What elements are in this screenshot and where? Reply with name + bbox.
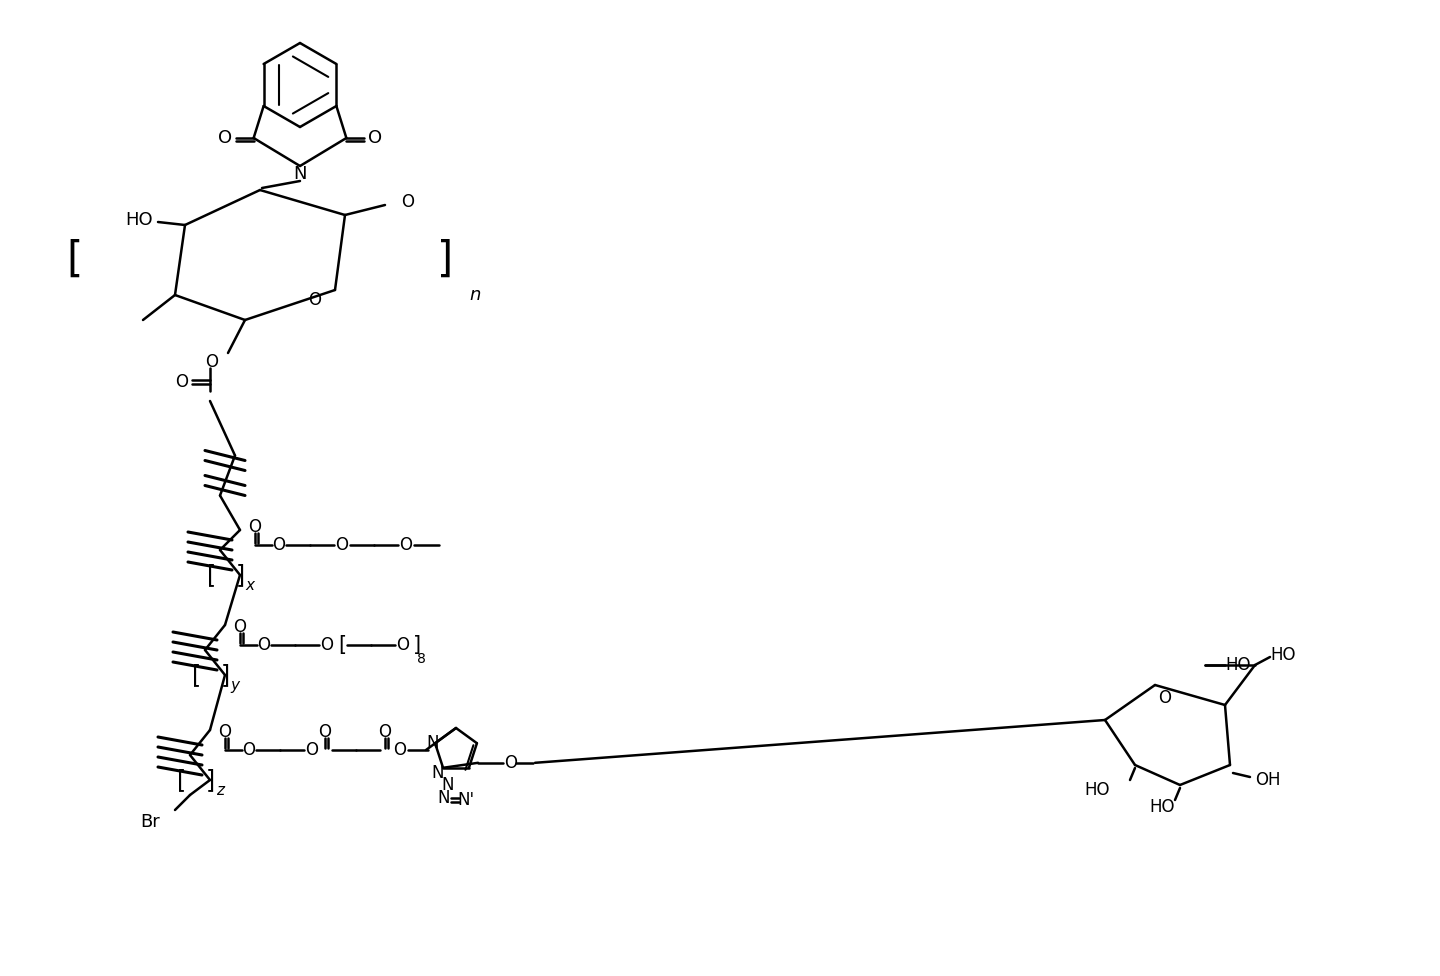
Text: N: N: [438, 789, 451, 807]
Text: 8: 8: [416, 652, 425, 666]
Text: O: O: [219, 723, 232, 741]
Text: [: [: [177, 768, 187, 792]
Text: [: [: [338, 635, 346, 655]
Text: ]: ]: [436, 239, 454, 281]
Text: ]: ]: [413, 635, 420, 655]
Text: O: O: [272, 536, 285, 554]
Text: HO: HO: [125, 211, 153, 229]
Text: N: N: [294, 165, 307, 183]
Text: y: y: [230, 677, 239, 693]
Text: O: O: [402, 193, 415, 211]
Text: HO: HO: [1084, 781, 1110, 799]
Text: O: O: [242, 741, 255, 759]
Text: ]: ]: [220, 663, 229, 687]
Text: [: [: [66, 239, 84, 281]
Text: O: O: [1159, 689, 1172, 707]
Text: O: O: [369, 129, 383, 147]
Text: HO: HO: [1270, 646, 1296, 664]
Text: O: O: [308, 291, 321, 309]
Text: O: O: [504, 753, 517, 772]
Text: N: N: [426, 734, 439, 752]
Text: O: O: [321, 636, 334, 654]
Text: O: O: [206, 353, 219, 371]
Text: ]: ]: [206, 768, 215, 792]
Text: O: O: [217, 129, 232, 147]
Text: x: x: [245, 578, 255, 592]
Text: O: O: [318, 723, 331, 741]
Text: O: O: [379, 723, 392, 741]
Text: O: O: [258, 636, 271, 654]
Text: ]: ]: [235, 563, 245, 587]
Text: HO: HO: [1225, 656, 1250, 674]
Text: z: z: [216, 783, 225, 797]
Text: O: O: [233, 618, 246, 636]
Text: [: [: [207, 563, 216, 587]
Text: O: O: [176, 373, 189, 391]
Text: Br: Br: [140, 813, 160, 831]
Text: HO: HO: [1149, 798, 1175, 816]
Text: O: O: [393, 741, 406, 759]
Text: O: O: [249, 518, 262, 536]
Text: [: [: [193, 663, 202, 687]
Text: O: O: [399, 536, 412, 554]
Text: O: O: [396, 636, 409, 654]
Text: n: n: [469, 286, 481, 304]
Text: N: N: [442, 776, 454, 794]
Text: N: N: [432, 764, 445, 782]
Text: OH: OH: [1256, 771, 1280, 789]
Text: O: O: [336, 536, 348, 554]
Text: N': N': [458, 791, 475, 809]
Text: O: O: [305, 741, 318, 759]
